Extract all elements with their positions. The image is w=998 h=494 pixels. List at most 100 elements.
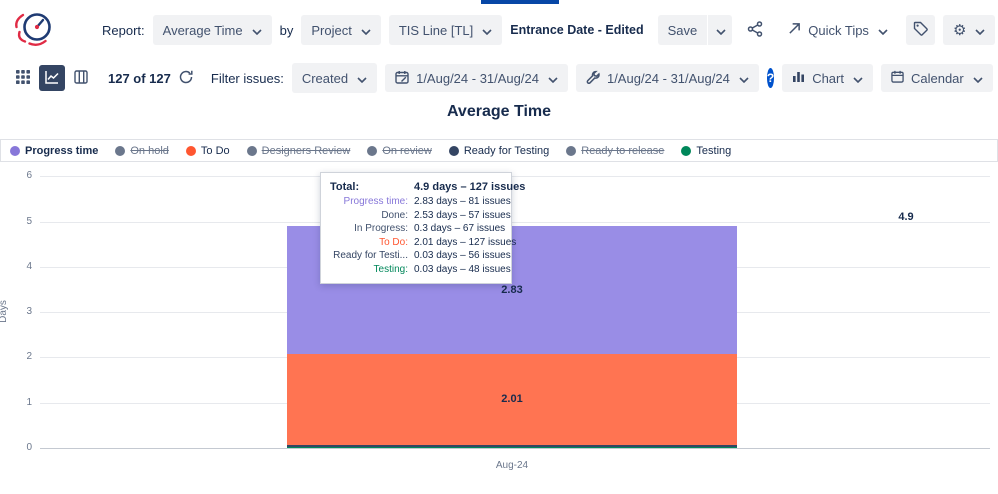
legend-item[interactable]: On review bbox=[367, 145, 432, 157]
tooltip-row: To Do: 2.01 days – 127 issues bbox=[330, 236, 516, 250]
tooltip-row: Ready for Testi... 0.03 days – 56 issues bbox=[330, 249, 511, 263]
issue-count: 127 of 127 bbox=[108, 70, 171, 86]
filter-type-value: Created bbox=[301, 70, 349, 86]
bar-segment-ready-for-testing[interactable] bbox=[287, 445, 737, 447]
legend-dot-icon bbox=[246, 145, 257, 156]
legend-dot-icon bbox=[185, 145, 196, 156]
tooltip-rows: Progress time: 2.83 days – 81 issues Done:… bbox=[330, 195, 516, 277]
status-range-button[interactable]: 1/Aug/24 - 31/Aug/24 bbox=[575, 64, 759, 92]
chevron-down-icon bbox=[716, 23, 726, 38]
tooltip-row-label: Testing: bbox=[373, 263, 408, 275]
app-logo bbox=[12, 8, 56, 53]
legend: Progress time On hold To Do Designers Revie… bbox=[0, 139, 998, 162]
report-label: Report: bbox=[102, 22, 145, 38]
legend-label: On hold bbox=[130, 144, 169, 157]
wrench-icon bbox=[586, 70, 600, 87]
filter-type-select[interactable]: Created bbox=[291, 63, 378, 93]
group-by-select[interactable]: Project bbox=[301, 15, 381, 45]
save-button[interactable]: Save bbox=[657, 15, 708, 45]
bar-segment-to-do[interactable] bbox=[287, 354, 737, 446]
legend-label: Testing bbox=[696, 144, 732, 157]
legend-label: Ready to release bbox=[581, 144, 665, 157]
bar-segment-testing[interactable] bbox=[287, 446, 737, 448]
report-type-value: Average Time bbox=[162, 22, 243, 38]
y-axis-tick-label: 0 bbox=[26, 442, 32, 453]
question-mark-icon: ? bbox=[766, 71, 775, 85]
date-range-value: 1/Aug/24 - 31/Aug/24 bbox=[416, 70, 539, 86]
chart-area: Days 01234560.032.012.83 4.9 Aug-24 Tota… bbox=[0, 166, 998, 494]
gear-icon: ⚙ bbox=[952, 21, 967, 39]
quick-tips-button[interactable]: Quick Tips bbox=[778, 15, 898, 45]
help-button[interactable]: ? bbox=[766, 68, 775, 88]
refresh-button[interactable] bbox=[179, 70, 193, 87]
chart-title: Average Time bbox=[446, 103, 552, 120]
legend-item[interactable]: Testing bbox=[681, 145, 731, 157]
grid-view-button[interactable] bbox=[10, 65, 36, 91]
share-icon bbox=[747, 20, 763, 40]
chevron-down-icon bbox=[878, 23, 888, 38]
y-axis-tick-label: 5 bbox=[26, 215, 32, 227]
legend-dot-icon bbox=[681, 145, 692, 156]
chart-menu-button[interactable]: Chart bbox=[782, 64, 873, 92]
share-button[interactable] bbox=[740, 15, 770, 45]
chevron-down-icon bbox=[853, 71, 863, 86]
gridline bbox=[40, 448, 990, 449]
legend-dot-icon bbox=[448, 145, 459, 156]
tooltip-row-value: 0.03 days – 56 issues bbox=[414, 250, 511, 261]
refresh-icon bbox=[179, 70, 193, 87]
plot-area: 01234560.032.012.83 bbox=[0, 166, 998, 494]
entrance-date-status: Entrance Date - Edited bbox=[510, 23, 644, 37]
chevron-down-icon bbox=[361, 23, 371, 38]
calendar-menu-label: Calendar bbox=[910, 70, 964, 86]
legend-item[interactable]: Designers Review bbox=[246, 145, 350, 157]
y-axis-tick-label: 6 bbox=[26, 170, 32, 182]
tooltip-row-value: 0.03 days – 48 issues bbox=[414, 263, 511, 275]
board-view-button[interactable] bbox=[68, 65, 94, 91]
tooltip-row-value: 2.53 days – 57 issues bbox=[414, 209, 511, 221]
legend-item[interactable]: Ready to release bbox=[566, 145, 664, 157]
tooltip-total-value: 4.9 days – 127 issues bbox=[414, 181, 526, 193]
tooltip-row-label: In Progress: bbox=[354, 223, 408, 234]
tooltip-total-label: Total: bbox=[330, 181, 360, 193]
project-select[interactable]: TIS Line [TL] bbox=[388, 15, 503, 45]
top-accent-bar bbox=[481, 0, 559, 4]
tooltip-row: Progress time: 2.83 days – 81 issues bbox=[330, 195, 511, 209]
view-toggle-group bbox=[10, 65, 94, 91]
tooltip-row-value: 2.01 days – 127 issues bbox=[414, 236, 517, 248]
legend-item[interactable]: Progress time bbox=[10, 145, 98, 157]
tooltip-row-label: Done: bbox=[381, 209, 408, 221]
x-axis-tick-label: Aug-24 bbox=[495, 460, 529, 471]
tooltip-row: In Progress: 0.3 days – 67 issues bbox=[330, 222, 505, 236]
tooltip-row: Done: 2.53 days – 57 issues bbox=[330, 209, 510, 223]
save-button-label: Save bbox=[667, 22, 698, 38]
calendar-menu-button[interactable]: Calendar bbox=[880, 64, 993, 92]
save-options-button[interactable] bbox=[708, 15, 733, 45]
tooltip-row-label: To Do: bbox=[379, 236, 408, 248]
project-value: TIS Line [TL] bbox=[398, 22, 474, 38]
tooltip-row-label: Progress time: bbox=[343, 196, 408, 207]
gridline bbox=[40, 176, 990, 178]
legend-label: On review bbox=[382, 144, 432, 157]
chevron-down-icon bbox=[357, 71, 367, 86]
legend-item[interactable]: Ready for Testing bbox=[448, 145, 549, 157]
y-axis-tick-label: 4 bbox=[26, 260, 32, 272]
tooltip-row: Testing: 0.03 days – 48 issues bbox=[330, 263, 511, 277]
legend-label: Progress time bbox=[25, 144, 99, 157]
legend-label: To Do bbox=[200, 144, 230, 157]
tooltip-row-label: Ready for Testi... bbox=[333, 250, 408, 261]
tag-button[interactable] bbox=[905, 15, 935, 45]
chart-menu-label: Chart bbox=[812, 70, 844, 86]
legend-dot-icon bbox=[367, 145, 378, 156]
settings-button[interactable]: ⚙ bbox=[942, 15, 996, 45]
legend-item[interactable]: To Do bbox=[185, 144, 230, 157]
filter-issues-label: Filter issues: bbox=[210, 70, 284, 86]
legend-dot-icon bbox=[10, 145, 20, 156]
status-range-value: 1/Aug/24 - 31/Aug/24 bbox=[606, 70, 730, 86]
date-range-button[interactable]: 1/Aug/24 - 31/Aug/24 bbox=[385, 64, 568, 92]
report-type-select[interactable]: Average Time bbox=[152, 15, 272, 45]
legend-item[interactable]: On hold bbox=[115, 145, 169, 157]
chevron-down-icon bbox=[739, 71, 749, 86]
bar-chart-icon bbox=[792, 70, 805, 86]
tag-icon bbox=[913, 21, 928, 39]
chart-view-button[interactable] bbox=[39, 65, 65, 91]
